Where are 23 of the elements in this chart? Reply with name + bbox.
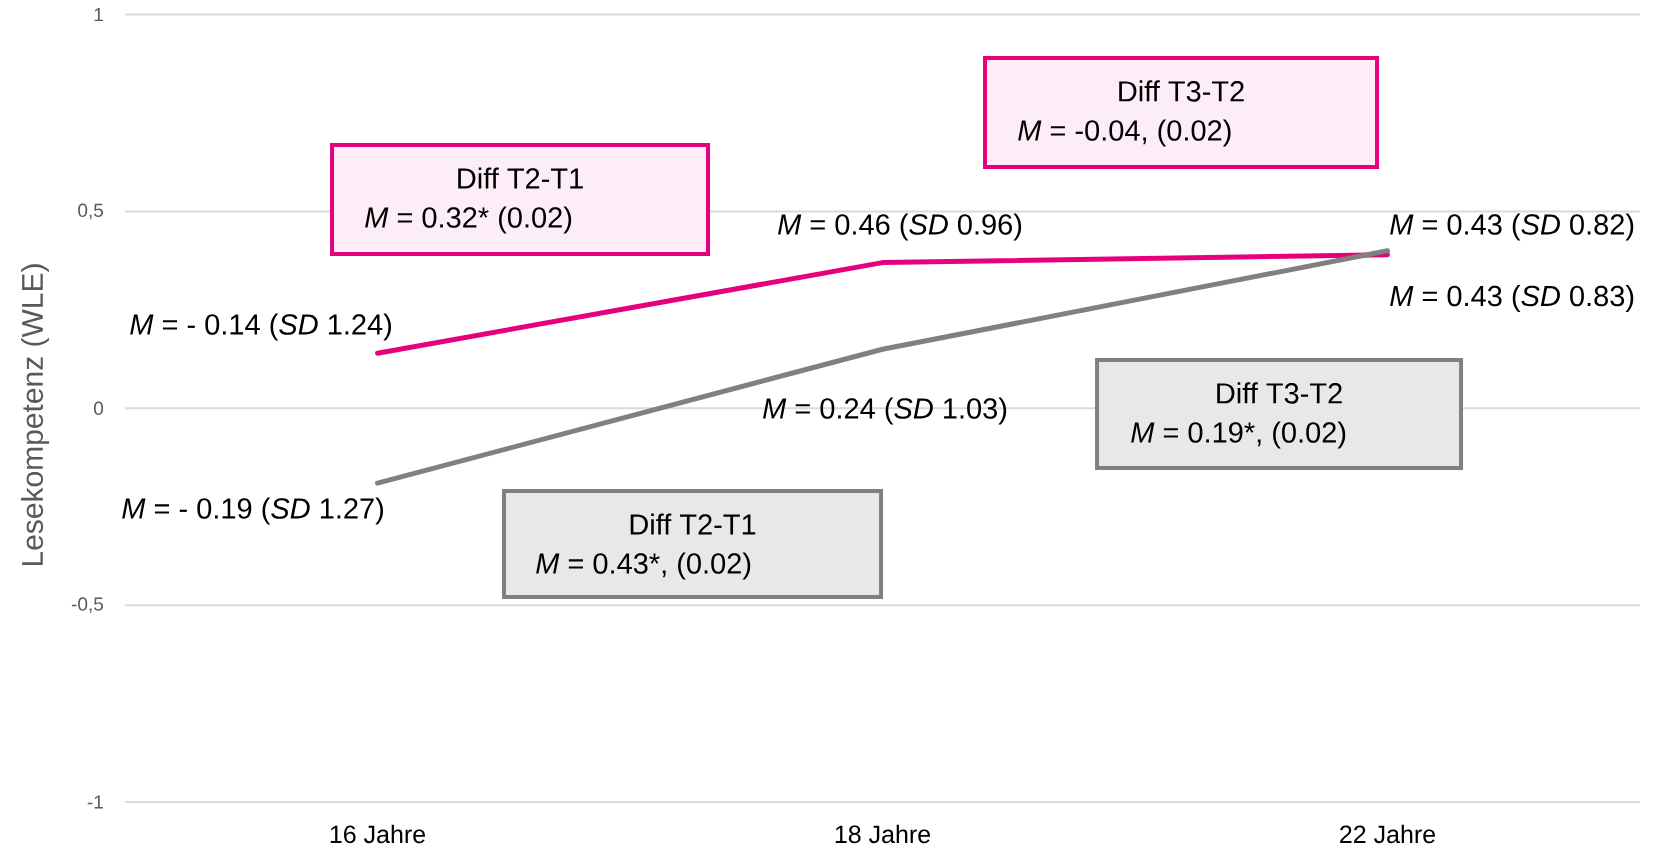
annotation: M = -0.04, (0.02) [1018,119,1231,147]
annotation: Diff T3-T2 [1119,80,1244,102]
y-tick-label: -1 [87,795,103,809]
annotation: Diff T3-T2 [1217,382,1342,404]
y-axis-title: Lesekompetenz (WLE) [21,264,49,566]
annotation: Diff T2-T1 [458,167,583,189]
x-tick-label: 22 Jahre [1340,824,1436,844]
annotation: M = - 0.19 (SD 1.27) [122,497,384,525]
y-tick-label: 0 [93,401,104,416]
y-tick-label: 1 [94,8,103,22]
y-tick-label: 0,5 [78,203,104,220]
annotation: M = 0.43 (SD 0.82) [1390,213,1634,241]
y-tick-label: -0,5 [71,597,104,613]
annotation: M = 0.32* (0.02) [365,206,572,234]
annotation: M = 0.46 (SD 0.96) [778,213,1022,241]
x-tick-label: 18 Jahre [835,824,931,844]
annotation: M = 0.43 (SD 0.83) [1390,284,1634,312]
x-tick-label: 16 Jahre [330,824,426,844]
annotation: Diff T2-T1 [630,513,756,535]
annotation: M = 0.24 (SD 1.03) [763,397,1007,425]
annotation: M = - 0.14 (SD 1.24) [130,313,392,341]
annotation: M = 0.19*, (0.02) [1131,421,1346,449]
annotation: M = 0.43*, (0.02) [536,552,751,580]
